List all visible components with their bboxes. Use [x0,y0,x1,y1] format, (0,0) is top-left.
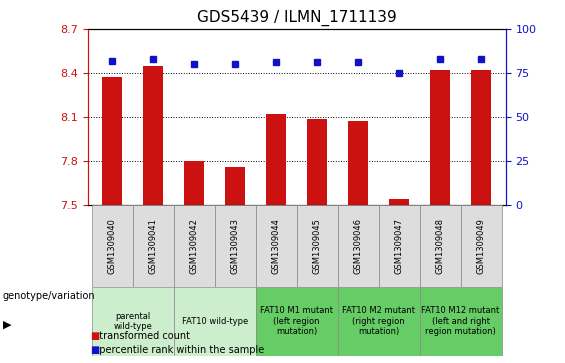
Bar [338,205,379,287]
Bar [471,70,492,205]
Text: ■: ■ [90,345,99,355]
Text: ▶: ▶ [3,320,11,330]
Text: genotype/variation: genotype/variation [3,291,95,301]
Text: ■: ■ [90,331,99,341]
Bar [215,205,255,287]
Bar [133,205,173,287]
Text: GSM1309048: GSM1309048 [436,218,445,274]
Bar [420,205,460,287]
Text: percentile rank within the sample: percentile rank within the sample [93,345,264,355]
Text: FAT10 M12 mutant
(left and right
region mutation): FAT10 M12 mutant (left and right region … [421,306,499,336]
Text: GSM1309047: GSM1309047 [394,218,403,274]
Bar [255,205,297,287]
Bar [255,287,338,356]
Bar [92,205,133,287]
Bar [379,205,420,287]
Bar [143,66,163,205]
Text: FAT10 wild-type: FAT10 wild-type [181,317,248,326]
Text: transformed count: transformed count [93,331,190,341]
Bar [348,122,368,205]
Bar [297,205,338,287]
Text: GSM1309040: GSM1309040 [108,218,116,274]
Text: FAT10 M1 mutant
(left region
mutation): FAT10 M1 mutant (left region mutation) [260,306,333,336]
Bar [102,77,123,205]
Bar [266,114,286,205]
Bar [460,205,502,287]
Text: FAT10 M2 mutant
(right region
mutation): FAT10 M2 mutant (right region mutation) [342,306,415,336]
Bar [173,205,215,287]
Text: GSM1309049: GSM1309049 [477,218,485,274]
Title: GDS5439 / ILMN_1711139: GDS5439 / ILMN_1711139 [197,10,397,26]
Text: GSM1309044: GSM1309044 [272,218,281,274]
Bar [430,70,450,205]
Bar [389,199,410,205]
Bar [420,287,502,356]
Bar [92,287,173,356]
Text: GSM1309046: GSM1309046 [354,218,363,274]
Bar [307,119,327,205]
Text: GSM1309042: GSM1309042 [190,218,199,274]
Text: GSM1309041: GSM1309041 [149,218,158,274]
Bar [184,161,205,205]
Bar [173,287,255,356]
Text: parental
wild-type: parental wild-type [113,311,152,331]
Bar [225,167,245,205]
Text: GSM1309045: GSM1309045 [312,218,321,274]
Bar [338,287,420,356]
Text: GSM1309043: GSM1309043 [231,218,240,274]
